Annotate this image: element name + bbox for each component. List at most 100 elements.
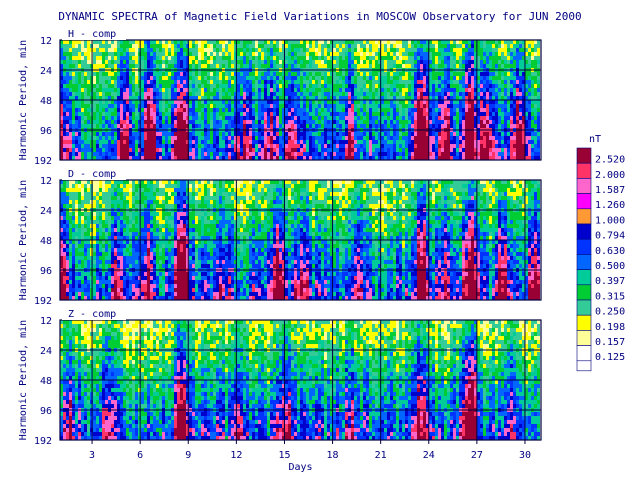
heatmap-cell xyxy=(138,56,141,60)
heatmap-cell xyxy=(405,44,408,48)
heatmap-cell xyxy=(381,152,384,156)
heatmap-cell xyxy=(534,100,537,104)
heatmap-cell xyxy=(63,76,66,80)
heatmap-cell xyxy=(249,84,252,88)
heatmap-cell xyxy=(387,84,390,88)
heatmap-cell xyxy=(519,72,522,76)
heatmap-cell xyxy=(312,108,315,112)
heatmap-cell xyxy=(483,76,486,80)
heatmap-cell xyxy=(273,84,276,88)
heatmap-cell xyxy=(174,72,177,76)
heatmap-cell xyxy=(99,152,102,156)
heatmap-cell xyxy=(450,132,453,136)
heatmap-cell xyxy=(357,152,360,156)
heatmap-cell xyxy=(66,196,69,200)
heatmap-cell xyxy=(405,140,408,144)
heatmap-cell xyxy=(138,144,141,148)
heatmap-cell xyxy=(420,92,423,96)
heatmap-cell xyxy=(81,56,84,60)
heatmap-cell xyxy=(111,136,114,140)
heatmap-cell xyxy=(363,56,366,60)
heatmap-cell xyxy=(327,40,330,44)
heatmap-cell xyxy=(369,100,372,104)
heatmap-cell xyxy=(456,120,459,124)
heatmap-cell xyxy=(345,124,348,128)
heatmap-cell xyxy=(477,92,480,96)
heatmap-cell xyxy=(153,88,156,92)
heatmap-cell xyxy=(87,84,90,88)
heatmap-cell xyxy=(246,140,249,144)
heatmap-cell xyxy=(219,144,222,148)
heatmap-cell xyxy=(450,100,453,104)
heatmap-cell xyxy=(435,96,438,100)
heatmap-cell xyxy=(264,48,267,52)
heatmap-cell xyxy=(60,296,63,300)
heatmap-cell xyxy=(72,116,75,120)
heatmap-cell xyxy=(135,48,138,52)
heatmap-cell xyxy=(504,144,507,148)
heatmap-cell xyxy=(297,120,300,124)
heatmap-cell xyxy=(105,84,108,88)
heatmap-cell xyxy=(216,52,219,56)
heatmap-cell xyxy=(453,136,456,140)
heatmap-cell xyxy=(423,40,426,44)
heatmap-cell xyxy=(75,108,78,112)
heatmap-cell xyxy=(426,52,429,56)
heatmap-cell xyxy=(282,136,285,140)
heatmap-cell xyxy=(114,48,117,52)
heatmap-cell xyxy=(63,116,66,120)
heatmap-cell xyxy=(183,100,186,104)
heatmap-cell xyxy=(150,112,153,116)
heatmap-cell xyxy=(66,292,69,296)
heatmap-cell xyxy=(450,44,453,48)
heatmap-cell xyxy=(300,72,303,76)
heatmap-cell xyxy=(279,152,282,156)
heatmap-cell xyxy=(99,108,102,112)
heatmap-cell xyxy=(210,96,213,100)
heatmap-cell xyxy=(192,156,195,160)
heatmap-cell xyxy=(87,156,90,160)
heatmap-cell xyxy=(249,112,252,116)
heatmap-cell xyxy=(222,44,225,48)
heatmap-cell xyxy=(252,60,255,64)
heatmap-cell xyxy=(486,124,489,128)
heatmap-cell xyxy=(300,64,303,68)
heatmap-cell xyxy=(189,100,192,104)
heatmap-cell xyxy=(171,100,174,104)
heatmap-cell xyxy=(369,56,372,60)
heatmap-cell xyxy=(393,52,396,56)
heatmap-cell xyxy=(378,116,381,120)
heatmap-cell xyxy=(288,76,291,80)
heatmap-cell xyxy=(384,132,387,136)
heatmap-cell xyxy=(300,156,303,160)
heatmap-cell xyxy=(321,88,324,92)
heatmap-cell xyxy=(303,48,306,52)
heatmap-cell xyxy=(450,56,453,60)
heatmap-cell xyxy=(93,148,96,152)
heatmap-cell xyxy=(468,76,471,80)
heatmap-cell xyxy=(315,156,318,160)
heatmap-cell xyxy=(153,136,156,140)
heatmap-cell xyxy=(66,76,69,80)
heatmap-cell xyxy=(261,96,264,100)
heatmap-cell xyxy=(255,108,258,112)
heatmap-cell xyxy=(414,156,417,160)
heatmap-cell xyxy=(60,60,63,64)
heatmap-cell xyxy=(267,52,270,56)
heatmap-cell xyxy=(93,100,96,104)
heatmap-cell xyxy=(498,88,501,92)
heatmap-cell xyxy=(87,112,90,116)
heatmap-cell xyxy=(498,92,501,96)
heatmap-cell xyxy=(105,144,108,148)
heatmap-cell xyxy=(480,96,483,100)
heatmap-cell xyxy=(426,48,429,52)
heatmap-cell xyxy=(174,120,177,124)
heatmap-cell xyxy=(69,120,72,124)
heatmap-cell xyxy=(534,116,537,120)
heatmap-cell xyxy=(504,52,507,56)
heatmap-cell xyxy=(486,108,489,112)
heatmap-cell xyxy=(474,44,477,48)
heatmap-cell xyxy=(495,72,498,76)
heatmap-cell xyxy=(408,124,411,128)
heatmap-cell xyxy=(96,56,99,60)
